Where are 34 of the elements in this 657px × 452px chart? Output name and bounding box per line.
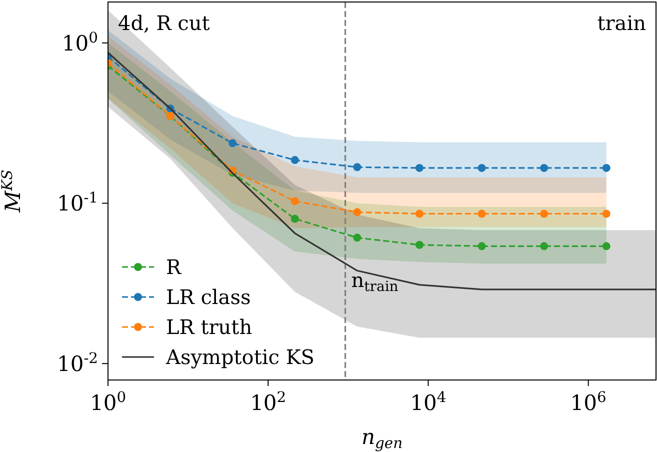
point [478, 210, 486, 218]
point [353, 163, 362, 172]
point [478, 164, 486, 172]
legend-label: R [166, 255, 182, 279]
x-tick-label: 10$^{4}$ [410, 388, 446, 415]
point [602, 242, 610, 250]
point [290, 156, 299, 164]
y-tick-label: 10$^{-1}$ [56, 189, 98, 216]
point [602, 164, 610, 172]
point [478, 242, 486, 250]
legend-label: LR class [166, 285, 251, 309]
legend-label: Asymptotic KS [165, 345, 314, 369]
x-tick-label: 10$^{0}$ [90, 388, 126, 415]
point [353, 234, 362, 242]
x-axis-title: n$_{gen}$ [361, 425, 403, 452]
y-tick-label: 10$^{-2}$ [56, 350, 98, 376]
y-tick-label: 10$^{0}$ [62, 29, 98, 56]
annotation: 4d, R cut [118, 11, 210, 35]
point [290, 214, 299, 223]
point [353, 208, 362, 216]
point [540, 242, 548, 250]
point [540, 164, 548, 172]
point [415, 240, 424, 249]
point [228, 139, 237, 148]
annotation: train [597, 11, 646, 35]
x-tick-label: 10$^{2}$ [250, 388, 286, 415]
point [415, 164, 424, 172]
point [540, 210, 548, 218]
point [290, 197, 299, 206]
point [415, 210, 424, 218]
ref-line-label: n$_{train}$ [351, 268, 398, 295]
legend-label: LR truth [166, 315, 252, 339]
point [602, 210, 610, 218]
x-tick-label: 10$^{6}$ [570, 388, 606, 415]
